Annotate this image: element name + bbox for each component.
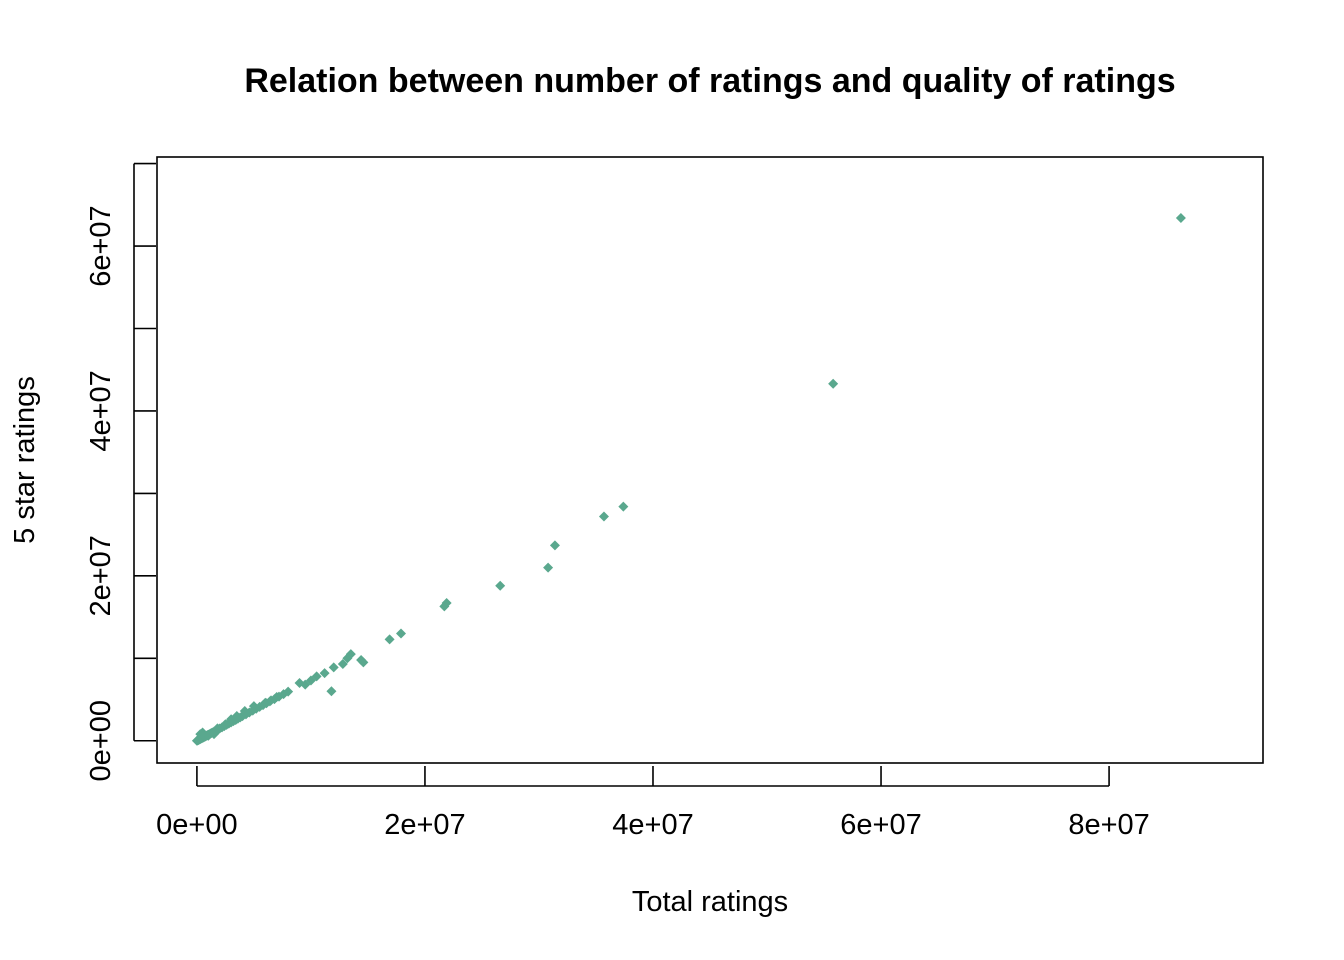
data-point (337, 659, 348, 670)
x-tick-label: 0e+00 (156, 809, 237, 841)
data-point (212, 723, 223, 734)
x-axis-label: Total ratings (632, 886, 788, 918)
data-point (220, 719, 231, 730)
y-tick-label: 0e+00 (85, 700, 117, 781)
y-tick-label: 4e+07 (85, 370, 117, 451)
data-point (239, 706, 250, 717)
data-point (441, 598, 452, 609)
data-point (231, 711, 242, 722)
data-point (549, 540, 560, 551)
data-point (828, 378, 839, 389)
data-point (345, 649, 356, 660)
data-point (328, 662, 339, 673)
data-point (319, 668, 330, 679)
y-axis: 0e+00 2e+07 4e+07 6e+07 (85, 162, 156, 781)
x-tick-label: 8e+07 (1068, 809, 1149, 841)
data-point (271, 692, 282, 703)
data-point (543, 562, 554, 573)
data-point (283, 686, 294, 697)
y-tick-label: 6e+07 (85, 205, 117, 286)
data-points (191, 213, 1186, 746)
y-axis-label: 5 star ratings (9, 376, 41, 544)
x-tick-label: 4e+07 (612, 809, 693, 841)
x-axis: 0e+00 2e+07 4e+07 6e+07 8e+07 (156, 766, 1150, 841)
data-point (326, 686, 337, 697)
data-point (495, 580, 506, 591)
x-tick-label: 2e+07 (384, 809, 465, 841)
data-point (384, 634, 395, 645)
chart-title: Relation between number of ratings and q… (244, 62, 1175, 100)
y-tick-label: 2e+07 (85, 535, 117, 616)
data-point (598, 511, 609, 522)
data-point (618, 501, 629, 512)
data-point (396, 628, 407, 639)
data-point (1175, 213, 1186, 224)
plot-area-frame (156, 156, 1264, 764)
data-point (311, 671, 322, 682)
data-point (248, 701, 259, 712)
data-point (358, 657, 369, 668)
x-tick-label: 6e+07 (840, 809, 921, 841)
